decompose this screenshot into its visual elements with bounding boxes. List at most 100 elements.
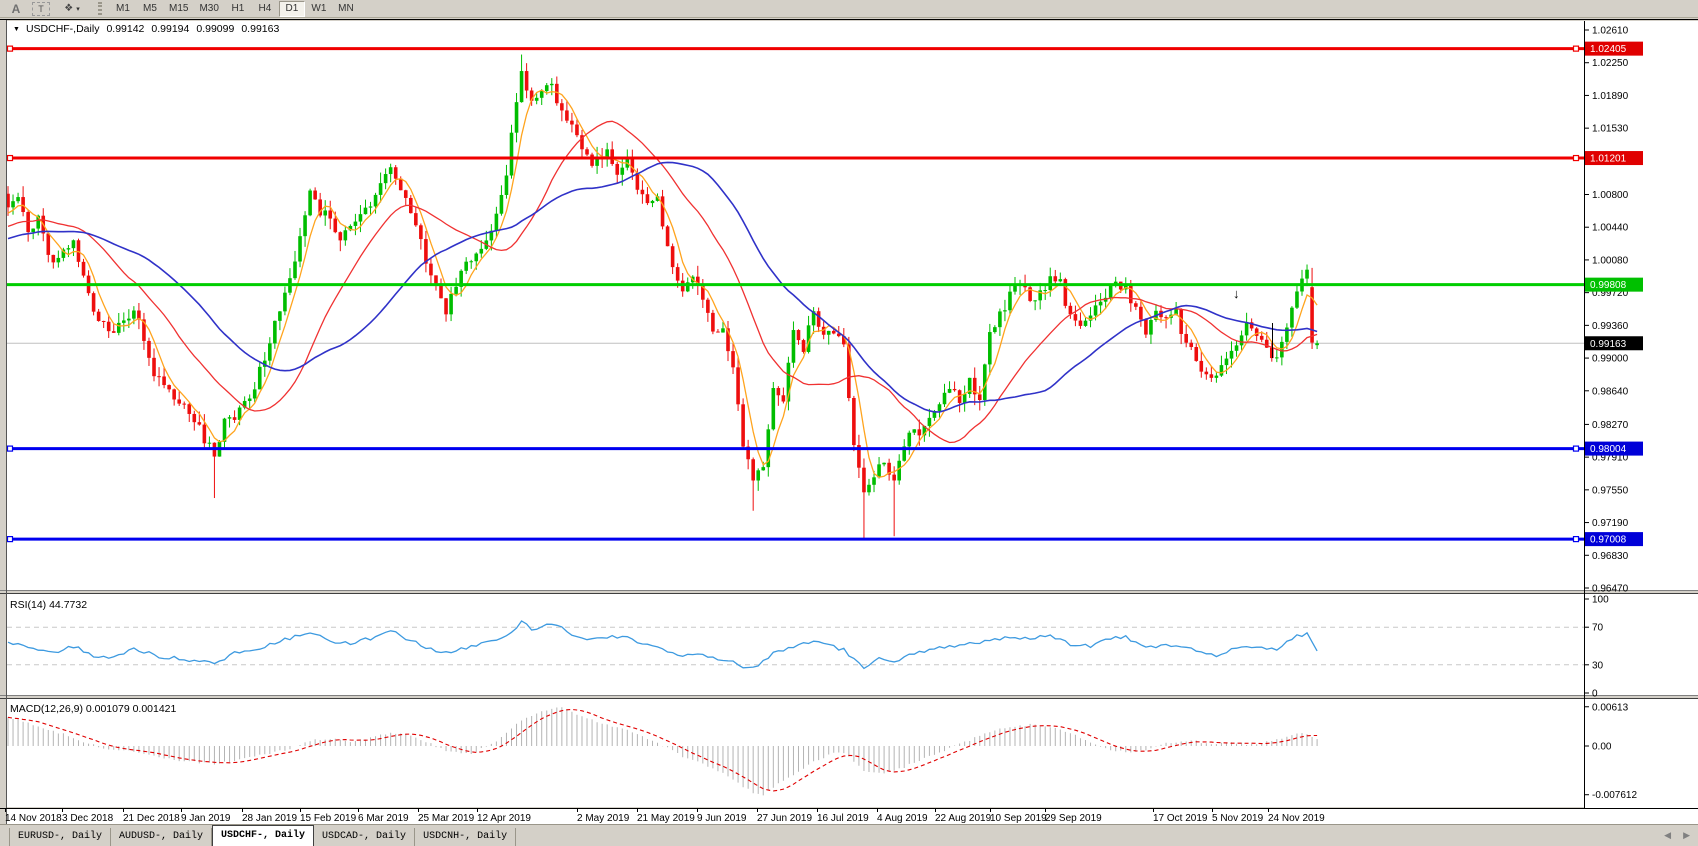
window-tab-audusd[interactable]: AUDUSD-, Daily <box>111 828 213 846</box>
price-axis-label: 0.96470 <box>1592 584 1629 595</box>
candle <box>1008 284 1012 316</box>
date-axis-label: 14 Nov 2018 <box>5 813 62 824</box>
macd-panel-background <box>7 699 1584 807</box>
candle <box>1315 340 1319 350</box>
timeframe-button-m30[interactable]: M30 <box>194 1 223 17</box>
price-axis-label: 0.99000 <box>1592 354 1629 365</box>
toolbar-drag-handle[interactable] <box>98 2 102 15</box>
candle <box>1244 312 1249 341</box>
candle <box>887 458 891 481</box>
candle <box>278 310 282 331</box>
line-handle[interactable] <box>6 45 14 52</box>
candle <box>388 163 393 183</box>
level-price-badge <box>1585 41 1643 56</box>
line-handle[interactable] <box>1572 154 1580 162</box>
timeframe-button-h1[interactable]: H1 <box>225 1 251 17</box>
candle <box>323 200 328 226</box>
window-tab-usdcnh[interactable]: USDCNH-, Daily <box>415 828 517 846</box>
candle <box>383 168 388 190</box>
price-panel-background <box>7 21 1584 590</box>
candle <box>303 211 307 247</box>
candle <box>454 277 458 297</box>
price-axis-background[interactable] <box>1584 21 1698 808</box>
date-axis-label: 24 Nov 2019 <box>1268 813 1325 824</box>
panel-separator[interactable] <box>0 695 1698 699</box>
line-handle[interactable] <box>6 154 14 162</box>
candle <box>746 439 750 470</box>
candle <box>993 325 997 334</box>
candle <box>61 247 66 262</box>
window-tab-eurusd[interactable]: EURUSD-, Daily <box>9 828 112 846</box>
candle <box>1285 323 1289 350</box>
candle <box>227 415 232 428</box>
candle <box>952 381 957 392</box>
line-handle[interactable] <box>6 445 14 452</box>
candle <box>434 275 438 291</box>
candle <box>298 227 302 268</box>
candle <box>283 286 287 316</box>
tab-scroll-right-icon[interactable]: ▶ <box>1683 830 1690 840</box>
timeframe-button-m15[interactable]: M15 <box>164 1 193 17</box>
line-handle[interactable] <box>6 536 14 543</box>
date-axis-label: 10 Sep 2019 <box>990 813 1047 824</box>
level-price-badge-text: 0.98004 <box>1590 444 1627 455</box>
window-tab-usdcad[interactable]: USDCAD-, Daily <box>314 828 416 846</box>
timeframe-button-m5[interactable]: M5 <box>137 1 163 17</box>
candle <box>756 468 761 491</box>
candle <box>716 329 720 333</box>
timeframe-button-d1[interactable]: D1 <box>278 0 305 17</box>
candle <box>1139 299 1143 327</box>
dropdown-caret-icon: ▾ <box>76 5 80 13</box>
candle <box>514 93 519 143</box>
panel-separator[interactable] <box>0 590 1698 594</box>
candle <box>424 230 428 273</box>
line-handle[interactable] <box>1572 445 1580 452</box>
line-handle[interactable] <box>1572 45 1580 52</box>
timeframe-button-w1[interactable]: W1 <box>306 1 332 17</box>
candle <box>534 93 539 105</box>
candle <box>660 189 665 230</box>
timeframe-button-mn[interactable]: MN <box>333 1 359 17</box>
candle <box>580 129 584 158</box>
candle <box>162 366 166 389</box>
candle <box>101 320 106 329</box>
candle <box>565 100 569 124</box>
candle <box>751 457 755 511</box>
symbol-dropdown-icon[interactable]: ▼ <box>13 25 20 33</box>
timeframe-button-h4[interactable]: H4 <box>252 1 278 17</box>
window-tab-bar: EURUSD-, Daily AUDUSD-, Daily USDCHF-, Dai… <box>0 824 1698 846</box>
candle <box>988 323 992 376</box>
macd-histogram <box>7 707 1318 796</box>
candle <box>328 200 333 230</box>
candle <box>247 394 252 409</box>
date-axis-label: 12 Apr 2019 <box>477 813 531 824</box>
candle <box>504 164 509 199</box>
macd-indicator-label: MACD(12,26,9) 0.001079 0.001421 <box>10 703 177 715</box>
line-handle[interactable] <box>1572 536 1580 543</box>
text-label-tool-button[interactable]: T <box>32 1 50 16</box>
candle <box>942 383 947 407</box>
candle <box>318 192 322 218</box>
candle <box>222 417 227 449</box>
candle <box>731 343 735 375</box>
candle <box>1134 301 1138 311</box>
candle <box>403 189 408 206</box>
level-price-badge <box>1585 277 1643 292</box>
candle <box>972 367 977 406</box>
date-axis-background[interactable] <box>7 808 1698 824</box>
timeframe-button-m1[interactable]: M1 <box>110 1 136 17</box>
candle <box>1083 317 1088 327</box>
date-axis-label: 2 May 2019 <box>577 813 630 824</box>
arrow-text-tool-button[interactable]: A <box>6 1 26 16</box>
arrows-tool-button[interactable]: ❖ ▾ <box>56 1 88 16</box>
current-price-badge <box>1585 336 1643 351</box>
down-arrow-marker: ↓ <box>1233 286 1240 301</box>
candle <box>111 323 116 333</box>
candle <box>1038 282 1042 310</box>
candle <box>1093 294 1098 321</box>
window-tab-usdchf[interactable]: USDCHF-, Daily <box>212 825 315 846</box>
level-price-badge-text: 1.01201 <box>1590 154 1627 165</box>
tab-scroll-left-icon[interactable]: ◀ <box>1664 830 1672 840</box>
candle <box>142 312 146 350</box>
